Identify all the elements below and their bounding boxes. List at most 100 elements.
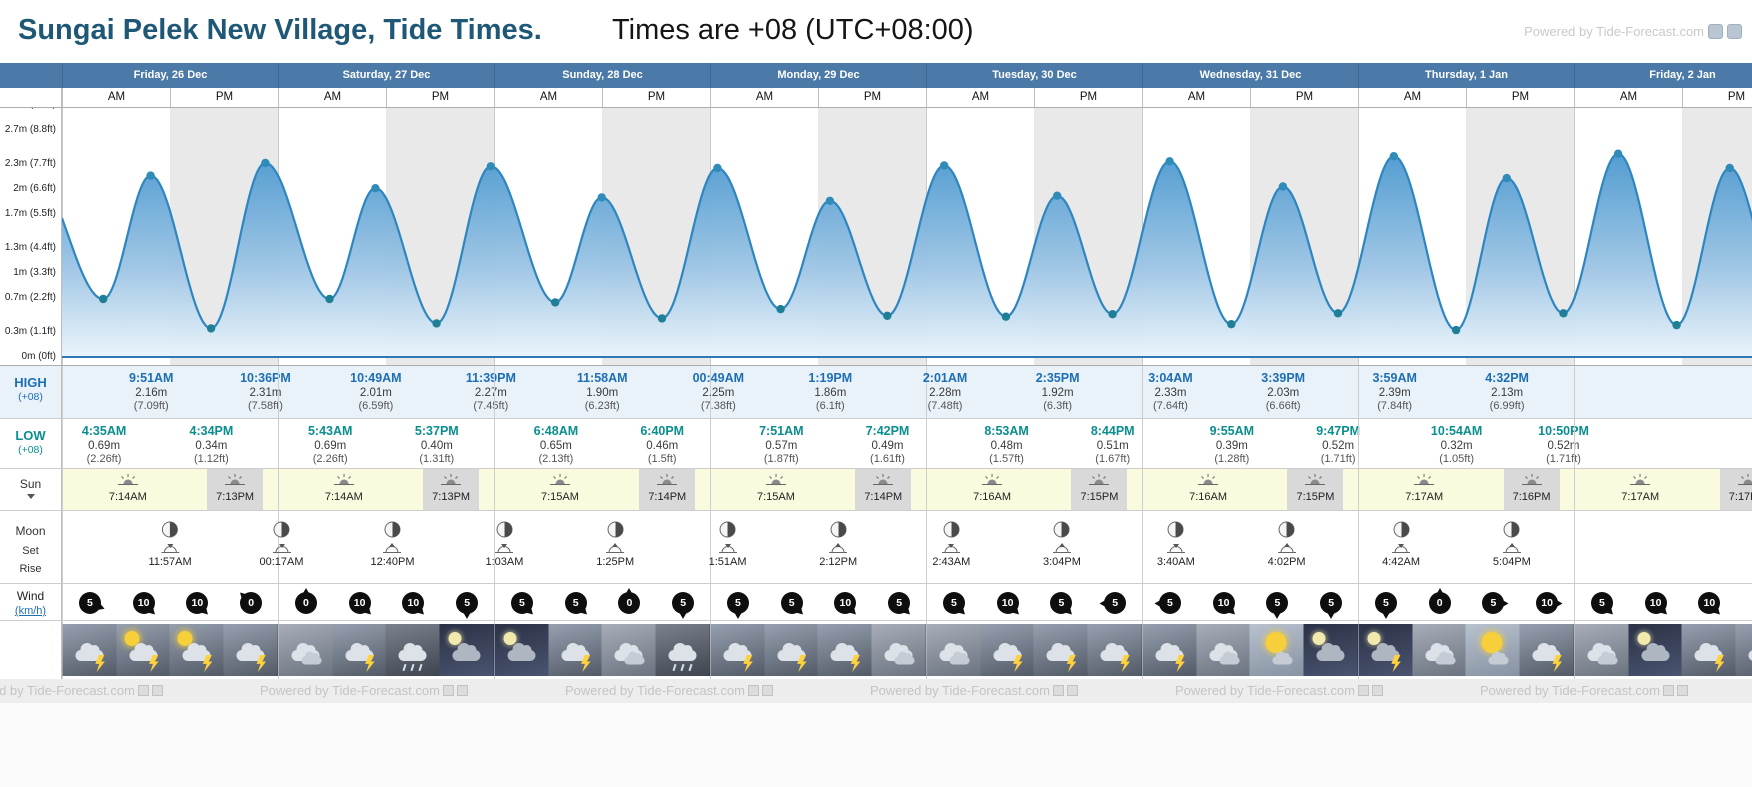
low-tide-entry: 4:35AM 0.69m (2.26ft) xyxy=(82,424,126,467)
sunset-time: 7:16PM xyxy=(1512,491,1551,503)
footer-watermark-text: Powered by Tide-Forecast.com xyxy=(260,683,440,698)
tide-low-dot xyxy=(1451,325,1461,335)
wind-units-link[interactable]: (km/h) xyxy=(14,605,47,617)
low-tide-day-cell: 4:35AM 0.69m (2.26ft) 4:34PM 0.34m (1.12ft) xyxy=(62,419,278,468)
ampm-label-pm: PM xyxy=(1682,88,1752,107)
moon-set-time: 1:03AM xyxy=(485,556,524,568)
low-tide-height-m: 0.40m xyxy=(420,440,453,453)
moon-rise-icon xyxy=(1502,543,1521,553)
wind-badge: 5 xyxy=(1261,588,1293,620)
sunset-icon xyxy=(657,474,678,485)
high-tide-height-m: 2.01m xyxy=(359,387,392,400)
moon-day-cell: 3:40AM 4:02PM xyxy=(1142,511,1358,583)
low-tide-entry: 8:53AM 0.48m (1.57ft) xyxy=(984,424,1028,467)
high-tide-time: 3:59AM xyxy=(1372,371,1417,385)
day-header: Saturday, 27 Dec xyxy=(278,63,494,88)
low-tide-height-ft: (1.67ft) xyxy=(1095,453,1131,466)
moon-set-icon xyxy=(161,544,180,553)
sun-dropdown-icon[interactable] xyxy=(26,494,35,503)
wind-badge: 5 xyxy=(776,588,809,620)
footer-watermark-text: Powered by Tide-Forecast.com xyxy=(1480,683,1660,698)
wind-day-cell: 5 0 5 10 xyxy=(1358,584,1574,620)
moon-phase-icon xyxy=(1278,521,1295,538)
low-tide-entry: 4:34PM 0.34m (1.12ft) xyxy=(190,424,234,467)
axis-label: 0m (0ft) xyxy=(21,351,56,362)
weather-tile-storm-icon xyxy=(1033,624,1089,676)
low-tide-day-cell: 6:48AM 0.65m (2.13ft) 6:40PM 0.46m (1.5ft) xyxy=(494,419,710,468)
high-tide-height-ft: (6.1ft) xyxy=(815,400,845,413)
wind-badge: 10 xyxy=(1531,588,1567,620)
wind-badge: 5 xyxy=(560,588,593,620)
high-tide-entry: 00:49AM 2.25m (7.38ft) xyxy=(693,371,744,414)
powered-by-icon-2[interactable] xyxy=(1727,24,1742,39)
footer-icon-2 xyxy=(1371,685,1383,696)
low-tide-height-m: 0.32m xyxy=(1440,440,1473,453)
sunrise-time: 7:17AM xyxy=(1621,491,1660,503)
powered-by-icon-1[interactable] xyxy=(1708,24,1723,39)
wind-speed: 5 xyxy=(1320,592,1343,614)
wind-speed: 5 xyxy=(1590,592,1613,614)
moon-phase-icon xyxy=(1393,521,1410,538)
low-tide-day-cell: 8:53AM 0.48m (1.57ft) 8:44PM 0.51m (1.67ft) xyxy=(926,419,1142,468)
sun-label-cell[interactable]: Sun xyxy=(0,469,62,510)
weather-tile-storm-icon xyxy=(1681,624,1737,676)
sunrise-time: 7:16AM xyxy=(1189,491,1228,503)
ampm-label-am: AM xyxy=(494,88,602,107)
sunrise-icon xyxy=(333,474,354,485)
weather-tile-cloud-icon xyxy=(871,624,927,676)
high-tide-height-m: 2.13m xyxy=(1491,387,1524,400)
moon-phase-icon xyxy=(719,521,736,538)
high-tz-label: (+08) xyxy=(18,391,43,403)
tide-high-dot xyxy=(371,184,380,193)
wind-badge: 5 xyxy=(1150,588,1186,620)
moon-phase-icon xyxy=(1503,521,1520,538)
tide-low-dot xyxy=(1001,312,1011,321)
moon-set-time: 1:51AM xyxy=(708,556,747,568)
low-tide-day-cell: 5:43AM 0.69m (2.26ft) 5:37PM 0.40m (1.31ft) xyxy=(278,419,494,468)
footer-icon-1 xyxy=(1357,685,1369,696)
axis-label: 0.3m (1.1ft) xyxy=(4,325,56,337)
wind-badge: 10 xyxy=(128,588,161,620)
weather-tile-night-cloud-icon xyxy=(1628,624,1684,676)
footer-icon-2 xyxy=(1066,685,1078,696)
sunrise-entry: 7:16AM xyxy=(973,473,1011,503)
weather-tile-storm-icon xyxy=(1087,624,1143,676)
sunrise-icon xyxy=(549,474,570,485)
low-tide-height-ft: (2.13ft) xyxy=(538,453,574,466)
moon-phase-icon xyxy=(496,521,513,538)
sunrise-icon xyxy=(982,474,1003,485)
high-tide-day-cell: 9:51AM 2.16m (7.09ft) 10:36PM 2.31m (7.58ft) xyxy=(62,366,291,418)
moon-set-time: 11:57AM xyxy=(148,556,192,568)
weather-label-cell xyxy=(0,621,62,679)
sunset-time: 7:15PM xyxy=(1296,491,1335,503)
low-tide-time: 7:51AM xyxy=(759,424,804,438)
moon-rise-time: 5:04PM xyxy=(1492,556,1531,568)
axis-label: 1.3m (4.4ft) xyxy=(4,241,56,253)
tide-high-dot xyxy=(1165,157,1174,166)
footer-watermark: Powered by Tide-Forecast.com xyxy=(870,683,1078,698)
ampm-label-pm: PM xyxy=(170,88,278,107)
high-tide-height-ft: (6.99ft) xyxy=(1489,400,1525,413)
ampm-label-pm: PM xyxy=(1250,88,1358,107)
wind-speed: 5 xyxy=(726,592,749,614)
wind-badge: 5 xyxy=(451,588,483,620)
footer-icon-2 xyxy=(151,685,163,696)
low-tide-height-ft: (1.87ft) xyxy=(763,453,799,466)
high-tide-day-cell: 10:49AM 2.01m (6.59ft) 11:39PM 2.27m (7.45ft) xyxy=(278,366,516,418)
tide-high-dot xyxy=(597,193,606,202)
tide-low-dot xyxy=(325,294,334,304)
high-tide-height-ft: (7.64ft) xyxy=(1153,400,1188,413)
sunset-time: 7:15PM xyxy=(1080,491,1119,503)
wind-badge: 0 xyxy=(613,587,645,620)
sunset-entry: 7:17PM xyxy=(1719,469,1752,510)
moon-rise-icon xyxy=(829,543,848,553)
day-header: Tuesday, 30 Dec xyxy=(926,63,1142,88)
sunrise-time: 7:15AM xyxy=(540,491,579,503)
moon-day-cell xyxy=(1574,511,1752,583)
high-tide-height-m: 2.33m xyxy=(1154,387,1187,400)
footer-icon-1 xyxy=(1052,685,1064,696)
low-tide-entry: 9:47PM 0.52m (1.71ft) xyxy=(1316,424,1360,467)
high-tide-entry: 2:35PM 1.92m (6.3ft) xyxy=(1036,371,1080,414)
weather-tile-cloud-icon xyxy=(278,624,334,676)
high-tide-height-ft: (7.09ft) xyxy=(133,400,169,413)
